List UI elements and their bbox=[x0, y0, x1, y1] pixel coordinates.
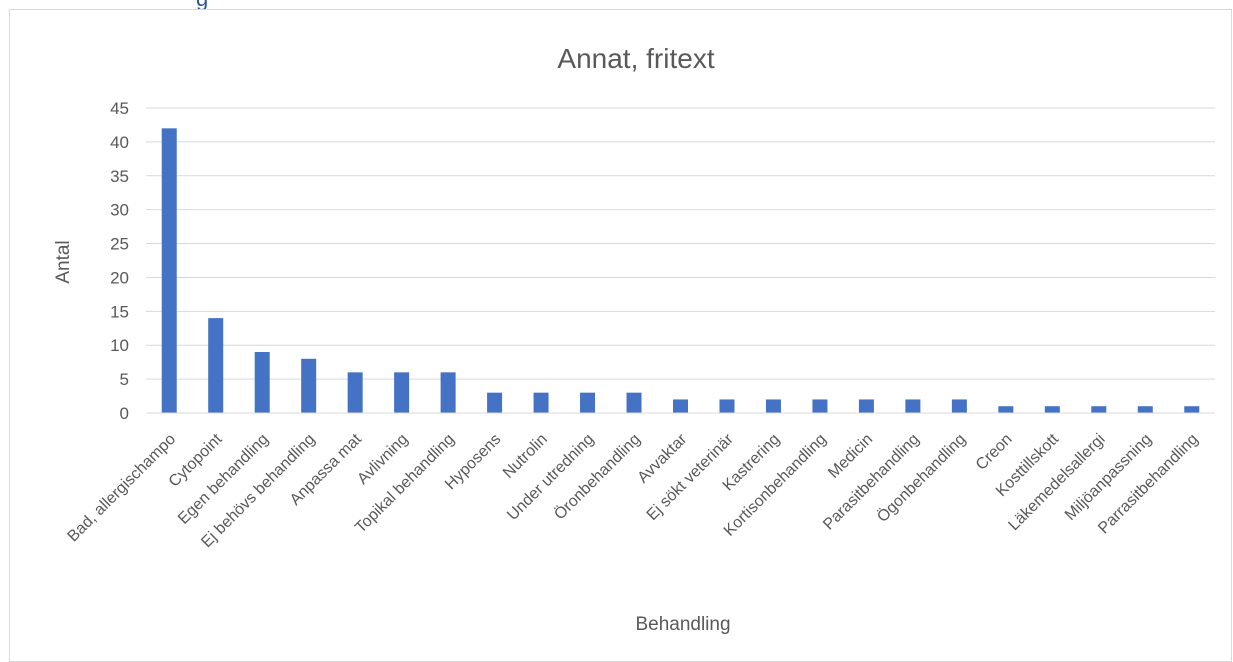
y-tick-label: 15 bbox=[110, 302, 129, 321]
bar bbox=[765, 399, 781, 413]
bar bbox=[858, 399, 874, 413]
y-axis-ticks: 0 5 10 15 20 25 30 35 40 45 bbox=[110, 99, 129, 423]
bar bbox=[208, 318, 224, 413]
bar bbox=[161, 128, 177, 414]
y-tick-label: 5 bbox=[120, 370, 129, 389]
bar bbox=[580, 392, 596, 413]
bar bbox=[301, 358, 317, 413]
y-tick-label: 45 bbox=[110, 99, 129, 118]
bar bbox=[812, 399, 828, 413]
y-tick-label: 0 bbox=[120, 404, 129, 423]
bar bbox=[673, 399, 688, 413]
bar bbox=[1091, 406, 1107, 413]
y-tick-label: 10 bbox=[110, 336, 129, 355]
bar bbox=[533, 392, 549, 413]
bar bbox=[1044, 406, 1060, 413]
y-tick-label: 35 bbox=[110, 167, 129, 186]
bar bbox=[347, 372, 363, 413]
gridlines bbox=[146, 107, 1215, 380]
bar bbox=[905, 399, 921, 413]
y-tick-label: 30 bbox=[110, 201, 129, 220]
x-tick-label: Ej sökt veterinär bbox=[644, 430, 738, 524]
bar bbox=[626, 392, 642, 413]
bar bbox=[1184, 406, 1200, 413]
x-tick-label: Under utredning bbox=[504, 431, 597, 524]
x-tick-label: Bad, allergischampo bbox=[65, 431, 180, 546]
x-tick-label: Öronbehandling bbox=[551, 430, 644, 523]
bar bbox=[254, 352, 270, 413]
y-tick-label: 40 bbox=[110, 133, 129, 152]
bar bbox=[394, 372, 410, 413]
heading-fragment: g bbox=[196, 0, 208, 12]
x-tick-label: Miljöanpassning bbox=[1062, 431, 1155, 524]
y-axis-title: Antal bbox=[53, 240, 74, 283]
x-tick-label: Ögonbehandling bbox=[873, 430, 969, 526]
bar bbox=[951, 399, 967, 413]
bar bbox=[487, 392, 503, 413]
y-tick-label: 25 bbox=[110, 235, 129, 254]
chart-title: Annat, fritext bbox=[557, 43, 714, 74]
bar bbox=[440, 372, 456, 413]
bar bbox=[998, 406, 1014, 413]
x-axis-title: Behandling bbox=[635, 614, 730, 635]
x-tick-label: Creon bbox=[973, 431, 1016, 474]
bar bbox=[1137, 406, 1153, 413]
y-tick-label: 20 bbox=[110, 268, 129, 287]
bar bbox=[719, 399, 735, 413]
bars bbox=[161, 128, 1200, 414]
